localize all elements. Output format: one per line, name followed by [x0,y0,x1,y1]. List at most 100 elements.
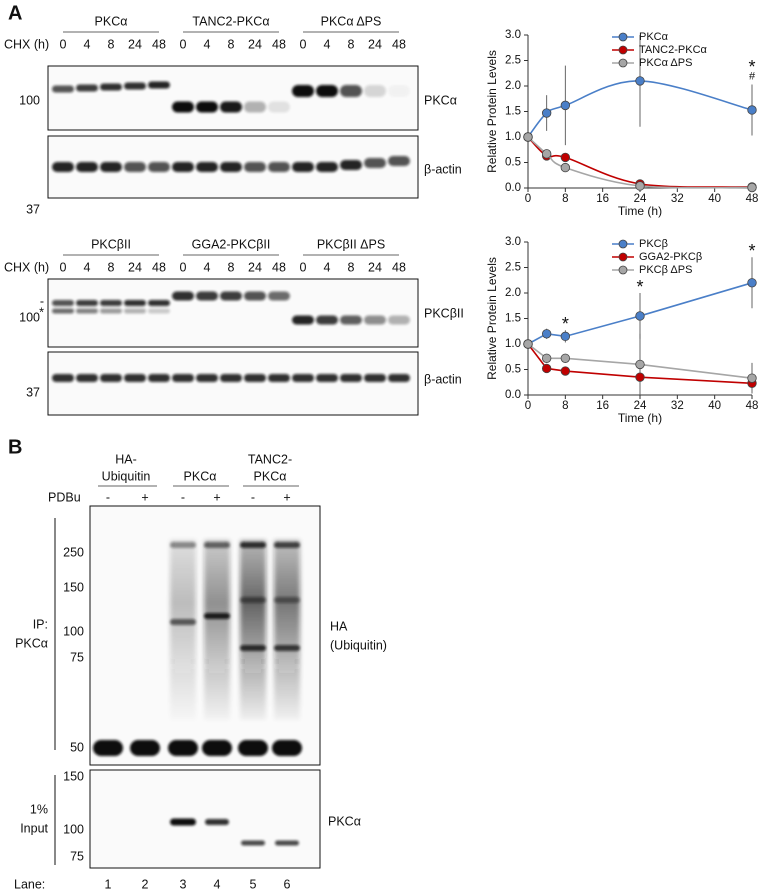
timepoint-label: 8 [228,37,235,51]
y-axis-title: Relative Protein Levels [485,50,499,173]
data-point [560,152,571,163]
group-label: TANC2-PKCα [192,14,269,28]
data-point [541,329,552,339]
timepoint-label: 24 [248,37,262,51]
timepoint-label: 48 [152,37,166,51]
band [100,308,122,314]
band [268,162,290,172]
band [316,162,338,172]
lane-number: 1 [105,877,112,891]
group-label: PKCα ΔPS [321,14,382,28]
x-tick-label: 24 [634,400,647,412]
timepoint-label: 48 [392,260,406,274]
blot-frame [89,769,321,869]
data-point [541,108,552,118]
band [148,374,170,382]
band [124,300,146,306]
band [76,300,98,306]
band [364,374,386,382]
band [240,542,266,548]
band [275,840,299,846]
x-tick-label: 48 [746,400,759,412]
x-tick-label: 40 [708,400,721,412]
timepoint-label: 48 [272,260,286,274]
mw-marker: 100 [19,93,40,107]
lane-number: 3 [180,877,187,891]
timepoint-label: 24 [368,37,382,51]
band [52,374,74,382]
band [124,162,146,172]
data-point [523,339,533,349]
group-label: GGA2-PKCβII [192,237,271,251]
x-axis-title: Time (h) [618,411,662,425]
protein-label: PKCα [328,814,361,828]
lane-number: 4 [214,877,221,891]
treatment-sign: + [213,490,220,504]
band [240,597,266,603]
timepoint-label: 0 [60,37,67,51]
legend-label: PKCα ΔPS [639,57,692,69]
protein-label: (Ubiquitin) [330,638,387,652]
protein-label: β-actin [424,372,462,386]
band [274,597,300,603]
band [93,740,123,756]
lane-number: 6 [284,877,291,891]
band [76,84,98,92]
band [124,82,146,90]
band [240,645,266,651]
band [244,162,266,172]
data-point [747,182,757,193]
band [130,740,160,756]
group-label: Ubiquitin [102,469,151,483]
data-point [560,100,571,111]
timepoint-label: 0 [300,37,307,51]
band [172,101,194,113]
band [388,156,410,166]
mw-marker: 100 [63,624,84,638]
band [274,542,300,548]
data-point [635,311,645,321]
x-tick-label: 8 [562,193,568,205]
timepoint-label: 8 [348,37,355,51]
annotation: * [748,57,755,77]
band [204,542,230,548]
protein-label: β-actin [424,162,462,176]
data-point [541,353,552,363]
timepoint-label: 0 [180,37,187,51]
y-tick-label: 1.0 [505,131,521,143]
x-tick-label: 32 [671,193,684,205]
y-tick-label: 0.0 [505,389,521,401]
legend-marker [618,32,628,42]
treatment-sign: + [141,490,148,504]
band [364,315,386,325]
timepoint-label: 4 [84,260,91,274]
y-tick-label: 3.0 [505,29,521,41]
timepoint-label: 8 [228,260,235,274]
data-point [560,353,571,363]
data-point [541,149,552,159]
band [292,315,314,325]
timepoint-label: 4 [324,37,331,51]
mw-marker: 37 [26,202,40,216]
y-tick-label: 0.5 [505,157,521,169]
band [170,818,196,826]
band [244,291,266,301]
band [238,740,268,756]
mw-marker: 75 [70,849,84,863]
timepoint-label: 48 [152,260,166,274]
legend-label: TANC2-PKCα [639,44,708,56]
protein-label: PKCβII [424,306,464,320]
y-tick-label: 3.0 [505,236,521,248]
band [52,162,74,172]
timepoint-label: 24 [368,260,382,274]
series-line [527,136,753,189]
y-axis-title: Relative Protein Levels [485,257,499,380]
smear [240,540,266,720]
annotation: # [749,70,756,82]
panel-label: B [8,436,22,458]
mw-marker: 75 [70,650,84,664]
band [220,374,242,382]
data-point [635,181,645,191]
y-tick-label: 1.5 [505,106,521,118]
data-point [635,372,645,382]
